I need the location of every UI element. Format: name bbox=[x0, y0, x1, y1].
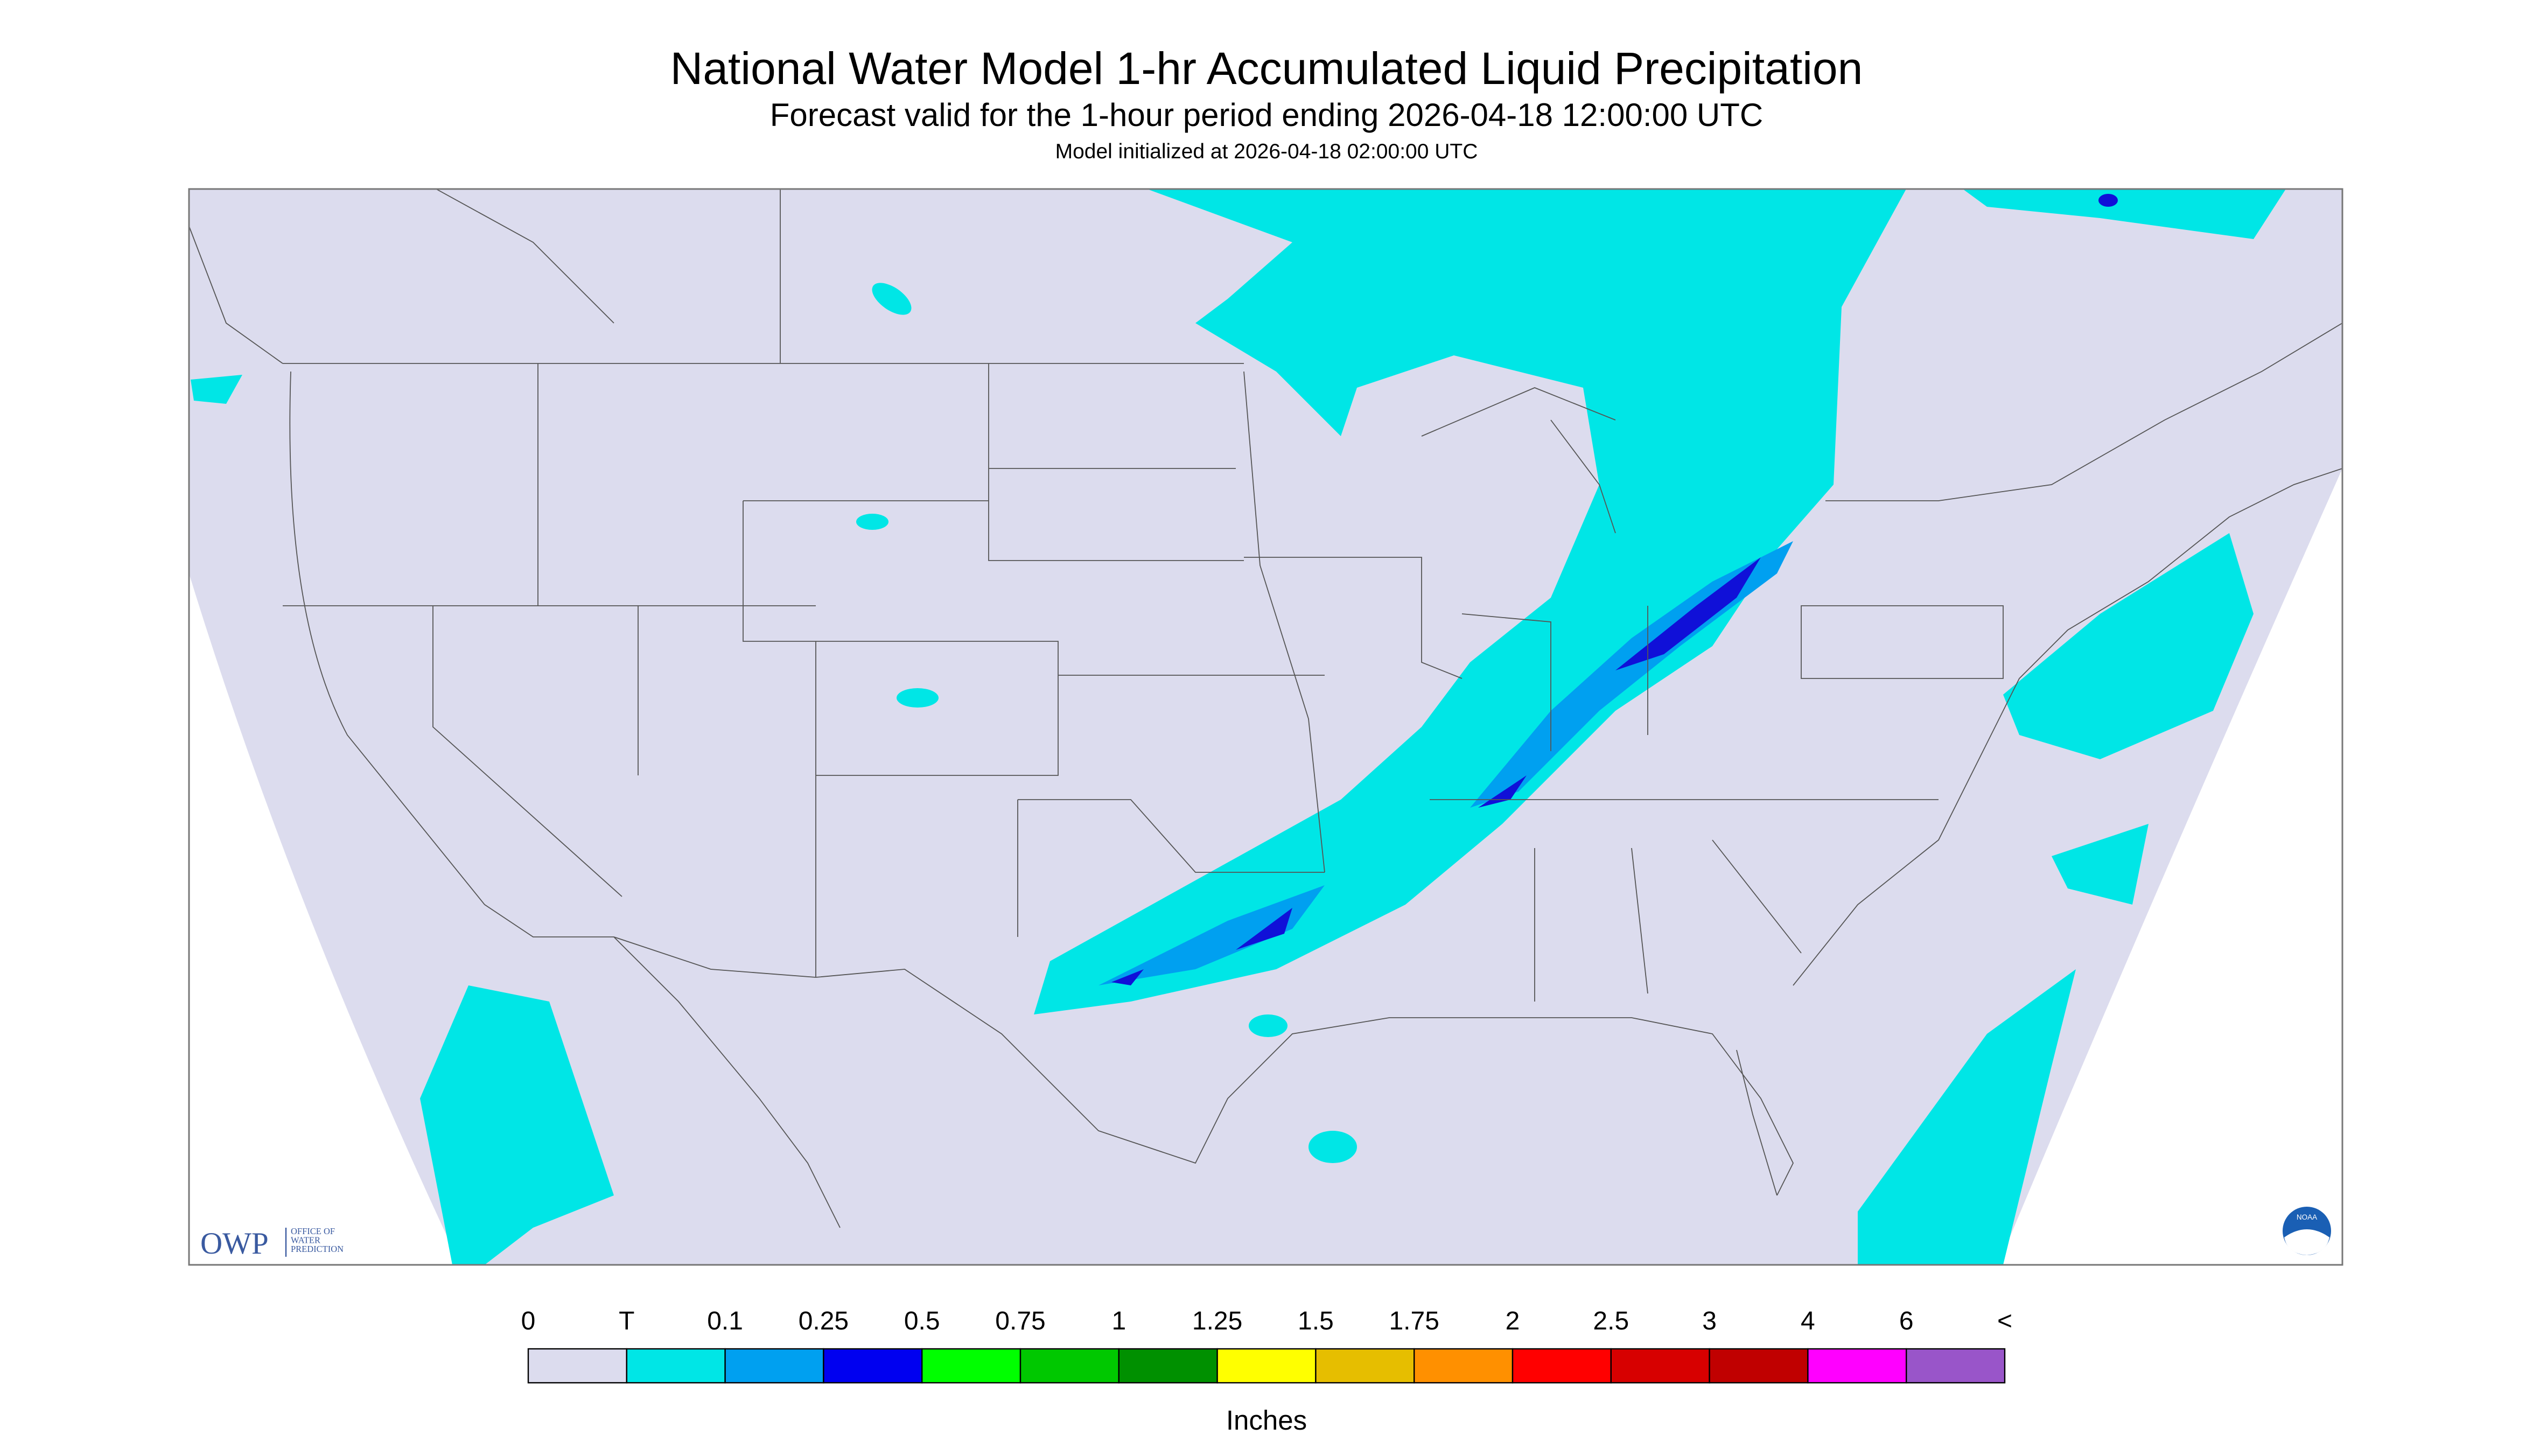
legend-swatch bbox=[1709, 1348, 1809, 1384]
legend-swatch bbox=[1118, 1348, 1218, 1384]
precip-max bbox=[2098, 194, 2118, 207]
precip-area bbox=[1249, 1014, 1288, 1038]
legend-swatch bbox=[1216, 1348, 1317, 1384]
legend-label: 1.5 bbox=[1298, 1307, 1334, 1335]
legend-label: 2.5 bbox=[1593, 1307, 1629, 1335]
owp-line: PREDICTION bbox=[291, 1244, 344, 1254]
title: National Water Model 1-hr Accumulated Li… bbox=[670, 43, 1863, 94]
precip-area bbox=[856, 514, 888, 530]
legend-label: 3 bbox=[1702, 1307, 1717, 1335]
legend-label: 1.75 bbox=[1389, 1307, 1439, 1335]
precip-max bbox=[1615, 557, 1761, 671]
legend-label: 0.75 bbox=[995, 1307, 1045, 1335]
legend-swatch bbox=[626, 1348, 726, 1384]
owp-logo: OWP bbox=[200, 1227, 269, 1261]
legend-swatch bbox=[823, 1348, 923, 1384]
precip-area bbox=[1309, 1131, 1357, 1164]
legend-swatch bbox=[1512, 1348, 1612, 1384]
precip-area bbox=[1963, 189, 2286, 240]
legend-swatch bbox=[1807, 1348, 1907, 1384]
init-note: Model initialized at 2026-04-18 02:00:00… bbox=[1055, 140, 1478, 163]
legend-swatch bbox=[724, 1348, 824, 1384]
legend: 0 T 0.1 0.25 0.5 0.75 1 1.25 1.5 1.75 2 2.5 3 4 6 < bbox=[521, 1307, 2012, 1384]
precip-area bbox=[2052, 824, 2149, 905]
legend-label: T bbox=[619, 1307, 634, 1335]
legend-label: 0 bbox=[521, 1307, 536, 1335]
precip-core bbox=[1098, 885, 1325, 986]
legend-label: 0.5 bbox=[904, 1307, 940, 1335]
legend-label: 4 bbox=[1801, 1307, 1815, 1335]
legend-swatch bbox=[1610, 1348, 1710, 1384]
legend-label: 1 bbox=[1111, 1307, 1126, 1335]
legend-swatch bbox=[921, 1348, 1021, 1384]
legend-swatch bbox=[1414, 1348, 1514, 1384]
legend-swatch bbox=[1315, 1348, 1415, 1384]
legend-swatch bbox=[527, 1348, 628, 1384]
precip-area bbox=[191, 375, 242, 404]
legend-unit: Inches bbox=[1226, 1405, 1307, 1436]
precip-area bbox=[1034, 189, 1906, 1015]
owp-line: WATER bbox=[291, 1235, 320, 1245]
noaa-label: NOAA bbox=[2297, 1213, 2317, 1221]
owp-line: OFFICE OF bbox=[291, 1226, 335, 1236]
noaa-logo-wave bbox=[2284, 1229, 2329, 1256]
precip-area bbox=[897, 688, 939, 708]
map-frame bbox=[188, 188, 2343, 1266]
legend-label: 0.1 bbox=[707, 1307, 743, 1335]
precip-max bbox=[1111, 969, 1144, 986]
legend-label: 0.25 bbox=[799, 1307, 849, 1335]
precip-area bbox=[872, 283, 912, 315]
legend-swatch bbox=[1019, 1348, 1120, 1384]
legend-label: 6 bbox=[1899, 1307, 1914, 1335]
legend-label: 1.25 bbox=[1192, 1307, 1242, 1335]
legend-label: < bbox=[1997, 1307, 2012, 1335]
precip-area bbox=[420, 985, 614, 1265]
precip-area bbox=[1858, 969, 2076, 1265]
legend-label: 2 bbox=[1506, 1307, 1520, 1335]
legend-swatch bbox=[1905, 1348, 2006, 1384]
precip-area bbox=[2003, 533, 2254, 760]
state-borders bbox=[188, 188, 2343, 1228]
precip-max bbox=[1236, 908, 1292, 950]
subtitle: Forecast valid for the 1-hour period end… bbox=[770, 97, 1763, 133]
